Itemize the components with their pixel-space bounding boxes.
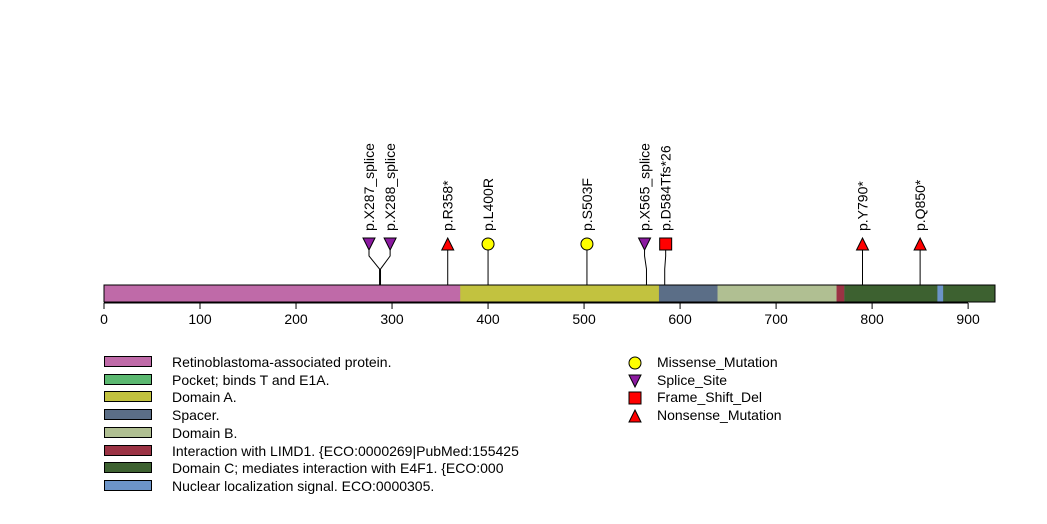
- splice-marker: [637, 237, 652, 252]
- legend-swatch: [104, 462, 152, 474]
- legend-item-domain: Spacer.: [104, 407, 624, 425]
- legend-swatch: [104, 479, 152, 491]
- legend-label: Nonsense_Mutation: [657, 407, 782, 424]
- missense-mutation-symbol: [628, 356, 642, 370]
- mutation-p-d584tfs-26: p.D584Tfs*26: [658, 145, 674, 285]
- legend-swatch: [104, 356, 152, 367]
- splice-marker: [362, 237, 376, 252]
- missense-marker: [580, 237, 594, 251]
- axis-tick-label: 700: [764, 311, 788, 327]
- mutation-p-r358: p.R358*: [440, 180, 456, 285]
- domain-spacer: [658, 285, 718, 302]
- legend-item-domain: Retinoblastoma-associated protein.: [104, 354, 624, 372]
- legend-item-mutation-type: Missense_Mutation: [627, 354, 867, 372]
- legend-item-domain: Domain B.: [104, 424, 624, 443]
- mutation-label: p.S503F: [579, 178, 595, 231]
- axis-tick-label: 600: [668, 311, 692, 327]
- nonsense-marker: [440, 236, 455, 251]
- axis-tick-label: 0: [100, 311, 108, 327]
- mutation-label: p.X288_splice: [382, 143, 398, 231]
- legend-label: Retinoblastoma-associated protein.: [172, 354, 392, 370]
- axis-tick-label: 300: [380, 311, 404, 327]
- legend-item-domain: Pocket; binds T and E1A.: [104, 371, 624, 390]
- mutation-label: p.Y790*: [855, 181, 871, 231]
- legend-label: Missense_Mutation: [657, 354, 778, 370]
- mutation-p-q850: p.Q850*: [912, 179, 928, 285]
- legend-label: Spacer.: [172, 407, 220, 424]
- legend-label: Splice_Site: [657, 371, 728, 388]
- mutation-label: p.X565_splice: [637, 143, 653, 231]
- domain-domain-a: [460, 285, 659, 302]
- mutation-stem: [380, 244, 391, 285]
- axis-tick-label: 800: [860, 311, 884, 327]
- legend-label: Pocket; binds T and E1A.: [172, 371, 330, 388]
- domain-domain-b: [717, 285, 837, 302]
- protein-bar: [103, 284, 996, 303]
- axis-tick-label: 100: [188, 311, 212, 327]
- protein-bar-outline: [103, 284, 996, 303]
- mutation-p-s503f: p.S503F: [579, 178, 595, 285]
- legend-label: Interaction with LIMD1. {ECO:0000269|Pub…: [172, 442, 519, 459]
- mutation-label: p.D584Tfs*26: [658, 145, 674, 231]
- mutation-p-x287-splice: p.X287_splice: [361, 143, 381, 285]
- mutation-lollipops: p.X287_splice p.X288_splice p.R358* p.L400R…: [361, 143, 928, 285]
- position-axis: 0 100 200 300 400 500 600 700 800 900: [100, 302, 980, 327]
- splice-site-symbol: [628, 374, 642, 388]
- domain-interaction-with-limd1-eco-0000269-pubme: [836, 285, 845, 302]
- mutation-p-x565-splice: p.X565_splice: [637, 143, 653, 285]
- domain-nuclear-localization-signal-eco-0000305: [937, 285, 944, 302]
- legend-item-domain: Domain C; mediates interaction with E4F1…: [104, 460, 624, 478]
- legend-swatch: [104, 426, 152, 438]
- domain-domain-c-mediates-interaction-with-e4f1-: [844, 285, 995, 302]
- legend-swatch: [104, 373, 152, 385]
- legend-label: Domain C; mediates interaction with E4F1…: [172, 460, 504, 477]
- legend-label: Frame_Shift_Del: [657, 389, 763, 406]
- nonsense-marker: [913, 236, 927, 251]
- mutation-p-l400r: p.L400R: [480, 178, 496, 285]
- axis-tick-label: 200: [284, 311, 308, 327]
- protein-diagram: p.X287_splice p.X288_splice p.R358* p.L400R…: [100, 143, 996, 327]
- mutation-p-x288-splice: p.X288_splice: [380, 143, 398, 285]
- legend-item-mutation-type: Frame_Shift_Del: [627, 389, 867, 407]
- frameshift-marker: [659, 237, 673, 251]
- nonsense-mutation-symbol: [628, 408, 642, 423]
- legend-label: Domain A.: [172, 389, 237, 406]
- legend-item-domain: Nuclear localization signal. ECO:0000305…: [104, 477, 624, 496]
- legend-swatch: [104, 444, 152, 456]
- legend-item-domain: Interaction with LIMD1. {ECO:0000269|Pub…: [104, 442, 624, 461]
- mutation-type-legend: Missense_Mutation Splice_Site Frame_Shift_…: [627, 354, 867, 436]
- mutation-label: p.Q850*: [912, 179, 928, 231]
- domain-legend: Retinoblastoma-associated protein. Pocket…: [104, 354, 624, 496]
- splice-marker: [383, 237, 397, 252]
- missense-marker: [481, 237, 495, 251]
- legend-item-mutation-type: Nonsense_Mutation: [627, 407, 867, 425]
- mutation-label: p.R358*: [440, 180, 456, 231]
- frame-shift-del-symbol: [628, 391, 642, 405]
- legend-label: Nuclear localization signal. ECO:0000305…: [172, 477, 435, 494]
- mutation-label: p.L400R: [480, 178, 496, 231]
- nonsense-marker: [855, 236, 870, 251]
- mutation-label: p.X287_splice: [361, 143, 377, 231]
- legend-label: Domain B.: [172, 424, 238, 441]
- legend-swatch: [104, 409, 152, 421]
- mutation-stem: [368, 244, 381, 285]
- mutation-p-y790: p.Y790*: [855, 181, 871, 285]
- axis-tick-label: 500: [572, 311, 596, 327]
- axis-tick-label: 900: [956, 311, 980, 327]
- axis-tick-label: 400: [476, 311, 500, 327]
- legend-swatch: [104, 391, 152, 403]
- legend-item-domain: Domain A.: [104, 389, 624, 407]
- legend-item-mutation-type: Splice_Site: [627, 371, 867, 390]
